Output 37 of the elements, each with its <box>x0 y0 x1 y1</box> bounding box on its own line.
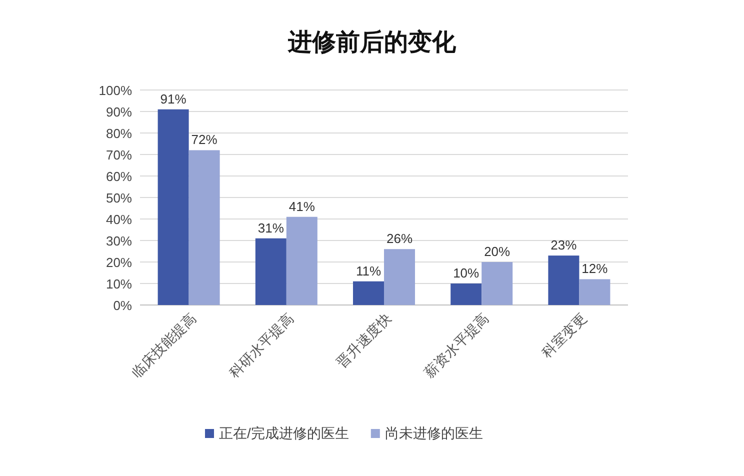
data-label: 10% <box>453 266 480 280</box>
y-tick-label: 50% <box>106 190 132 206</box>
data-label: 11% <box>356 263 382 278</box>
bar <box>482 262 513 305</box>
data-label: 26% <box>386 231 413 246</box>
y-tick-label: 90% <box>106 104 132 120</box>
bar <box>548 256 580 305</box>
bar <box>188 150 220 305</box>
legend-label: 正在/完成进修的医生 <box>219 425 349 441</box>
bar <box>450 284 482 305</box>
data-label: 20% <box>484 244 511 259</box>
data-label: 72% <box>191 132 218 148</box>
y-tick-label: 80% <box>106 126 132 141</box>
x-tick-label: 科研水平提高 <box>226 310 297 381</box>
bar <box>384 249 415 305</box>
x-tick-label: 晋升速度快 <box>333 310 394 371</box>
y-tick-label: 70% <box>106 148 132 162</box>
bar <box>353 281 384 305</box>
bar <box>286 216 318 305</box>
bar <box>579 279 610 305</box>
data-label: 31% <box>258 220 284 236</box>
data-label: 41% <box>288 198 316 214</box>
y-tick-label: 100% <box>98 83 132 98</box>
data-label: 91% <box>160 91 187 106</box>
legend-label: 尚未进修的医生 <box>384 425 483 441</box>
y-tick-label: 30% <box>106 234 132 248</box>
y-tick-label: 40% <box>106 212 132 227</box>
bar <box>158 109 189 305</box>
x-tick-label: 科室变更 <box>538 310 590 361</box>
data-label: 12% <box>582 261 608 276</box>
data-label: 23% <box>550 238 578 253</box>
y-tick-label: 60% <box>106 169 132 184</box>
x-tick-label: 薪资水平提高 <box>421 310 492 381</box>
y-tick-label: 20% <box>106 255 132 270</box>
chart-title: 进修前后的变化 <box>287 29 457 56</box>
y-tick-label: 10% <box>106 276 132 292</box>
bar <box>255 238 286 305</box>
